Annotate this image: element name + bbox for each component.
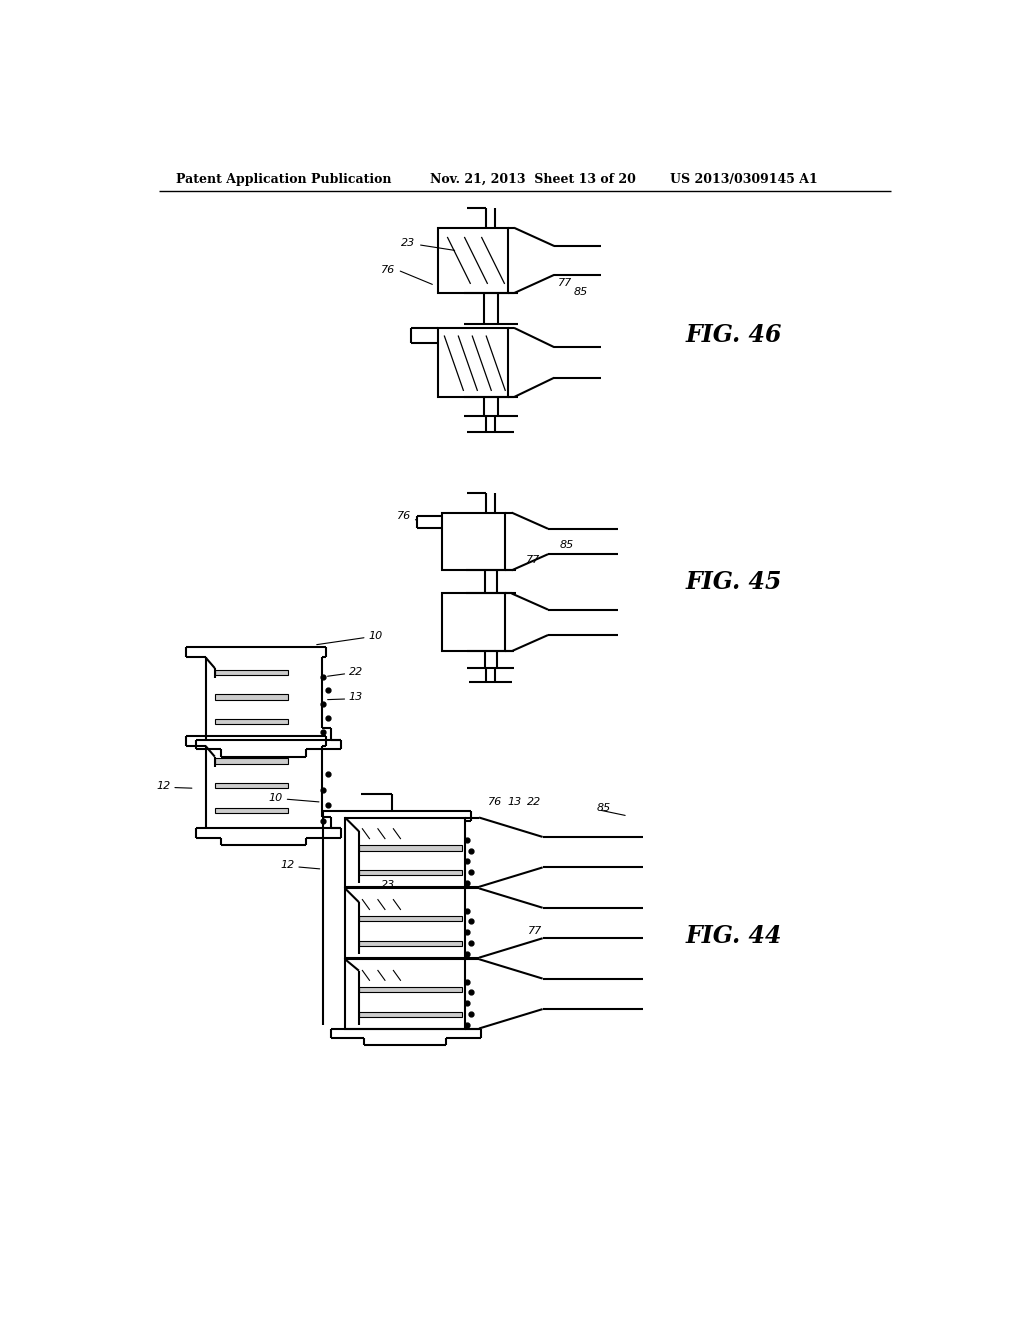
Bar bbox=[345, 817, 465, 887]
Bar bbox=[215, 719, 289, 725]
Text: FIG. 46: FIG. 46 bbox=[686, 323, 782, 347]
Text: US 2013/0309145 A1: US 2013/0309145 A1 bbox=[671, 173, 818, 186]
Text: 23: 23 bbox=[381, 879, 394, 890]
Text: 85: 85 bbox=[597, 804, 611, 813]
Bar bbox=[215, 758, 289, 763]
Text: 13: 13 bbox=[508, 797, 522, 807]
Bar bbox=[442, 512, 506, 570]
Text: 12: 12 bbox=[281, 861, 295, 870]
Text: 22: 22 bbox=[349, 667, 364, 677]
Bar bbox=[442, 594, 506, 651]
Text: 76: 76 bbox=[396, 511, 411, 521]
Text: 77: 77 bbox=[558, 277, 572, 288]
Text: 23: 23 bbox=[400, 238, 415, 248]
Bar bbox=[215, 783, 289, 788]
Text: 22: 22 bbox=[527, 797, 542, 807]
Bar bbox=[438, 227, 508, 293]
Text: FIG. 44: FIG. 44 bbox=[686, 924, 782, 948]
Text: 77: 77 bbox=[526, 556, 541, 565]
Bar bbox=[359, 845, 462, 850]
Text: 10: 10 bbox=[369, 631, 383, 640]
Text: 76: 76 bbox=[381, 265, 395, 275]
Text: 13: 13 bbox=[349, 693, 364, 702]
Bar bbox=[345, 960, 465, 1028]
Bar bbox=[215, 694, 289, 700]
Text: 85: 85 bbox=[560, 540, 573, 550]
Text: Nov. 21, 2013  Sheet 13 of 20: Nov. 21, 2013 Sheet 13 of 20 bbox=[430, 173, 636, 186]
Bar bbox=[438, 327, 508, 397]
Text: FIG. 45: FIG. 45 bbox=[686, 570, 782, 594]
Bar bbox=[359, 987, 462, 993]
Text: Patent Application Publication: Patent Application Publication bbox=[176, 173, 391, 186]
Text: 76: 76 bbox=[488, 797, 503, 807]
Text: 12: 12 bbox=[157, 781, 171, 791]
Bar bbox=[215, 669, 289, 675]
Bar bbox=[359, 916, 462, 921]
Bar bbox=[359, 941, 462, 946]
Bar bbox=[359, 1011, 462, 1016]
Bar bbox=[359, 870, 462, 875]
Bar bbox=[215, 808, 289, 813]
Bar bbox=[345, 888, 465, 958]
Text: 10: 10 bbox=[268, 793, 283, 804]
Text: 77: 77 bbox=[527, 925, 542, 936]
Text: 85: 85 bbox=[573, 286, 588, 297]
